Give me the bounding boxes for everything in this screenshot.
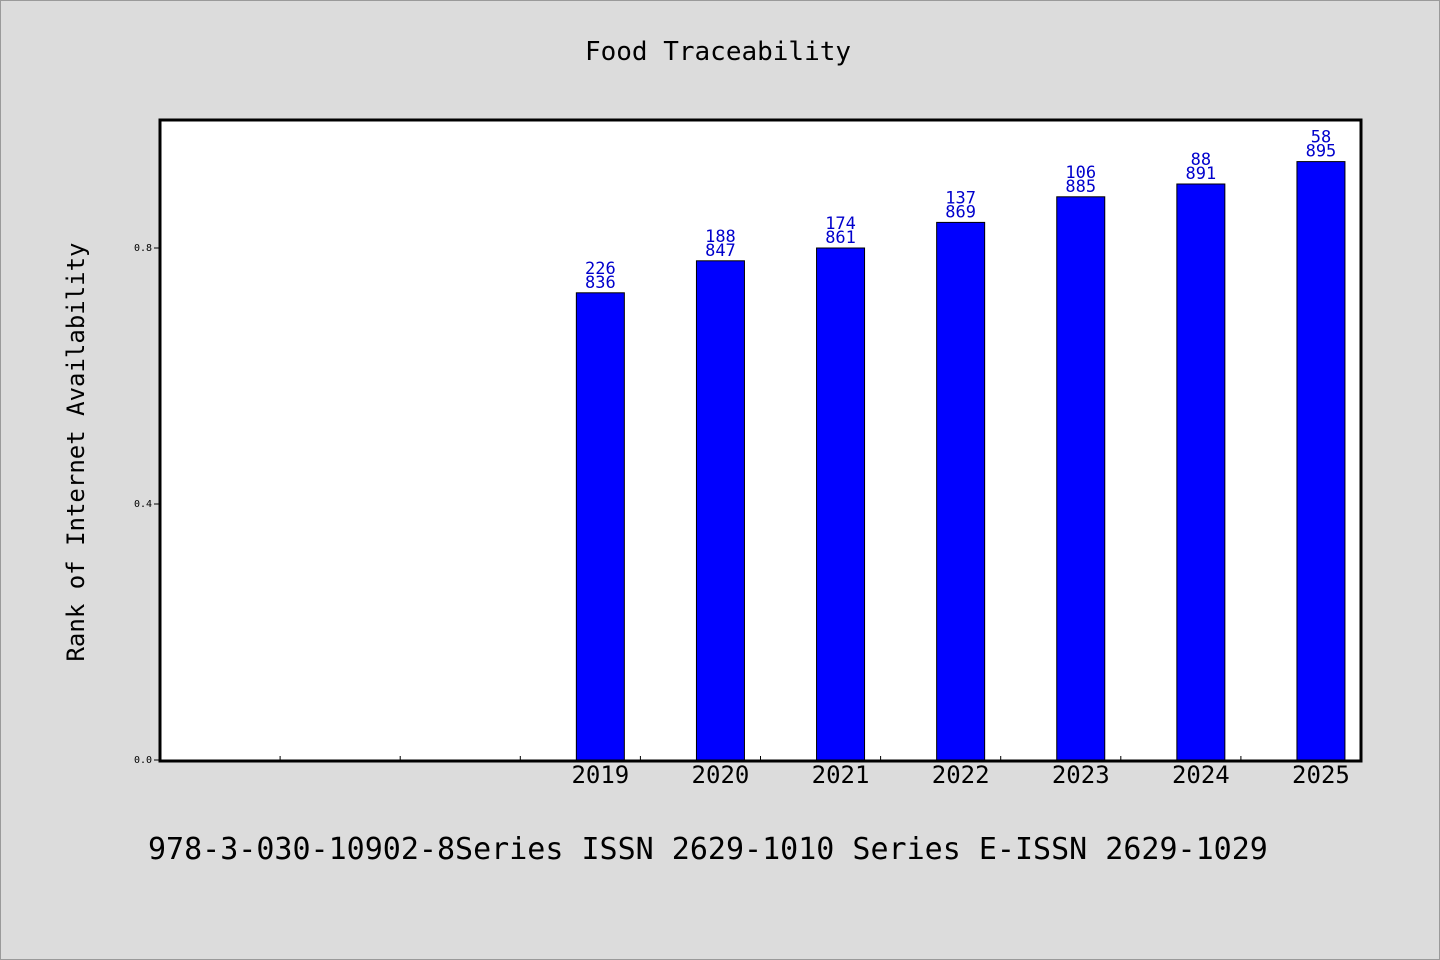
y-tick-label: 0.4 — [134, 499, 152, 510]
data-label-top: 88 — [1191, 150, 1211, 170]
data-label-bottom: 869 — [945, 202, 976, 222]
footer-text: 978-3-030-10902-8Series ISSN 2629-1010 S… — [148, 832, 1268, 867]
x-tick-label: 2019 — [571, 761, 629, 789]
y-axis-label: Rank of Internet Availability — [62, 242, 90, 661]
data-label-top: 188 — [705, 227, 736, 247]
data-label-bottom: 861 — [825, 228, 856, 248]
x-tick-label: 2023 — [1052, 761, 1110, 789]
y-tick-label: 0.0 — [134, 755, 152, 766]
data-label-top: 58 — [1311, 128, 1331, 148]
chart-title: Food Traceability — [585, 37, 851, 67]
data-label-top: 106 — [1065, 163, 1096, 183]
data-label-bottom: 836 — [585, 273, 616, 293]
data-label-top: 226 — [585, 259, 616, 279]
x-tick-label: 2024 — [1172, 761, 1230, 789]
bar — [695, 260, 745, 761]
bar — [1176, 183, 1226, 761]
bar — [816, 247, 866, 761]
x-tick-label: 2022 — [932, 761, 990, 789]
x-tick-label: 2021 — [812, 761, 870, 789]
bars-group — [575, 161, 1346, 761]
data-label-bottom: 885 — [1065, 177, 1096, 197]
bar — [1296, 161, 1346, 761]
bar — [575, 292, 625, 761]
data-label-bottom: 847 — [705, 241, 736, 261]
axis-ticks: 0.0 0.4 0.8 2019 2020 2021 2022 2023 2024 2025 — [134, 243, 1350, 789]
x-tick-label: 2025 — [1292, 761, 1350, 789]
data-label-top: 137 — [945, 188, 976, 208]
data-label-bottom: 895 — [1306, 142, 1337, 162]
data-label-bottom: 891 — [1185, 164, 1216, 184]
y-tick-label: 0.8 — [134, 243, 152, 254]
x-tick-label: 2020 — [692, 761, 750, 789]
plot-area — [158, 118, 1363, 763]
bar — [1056, 196, 1106, 761]
data-label-top: 174 — [825, 214, 856, 234]
bar — [936, 221, 986, 761]
